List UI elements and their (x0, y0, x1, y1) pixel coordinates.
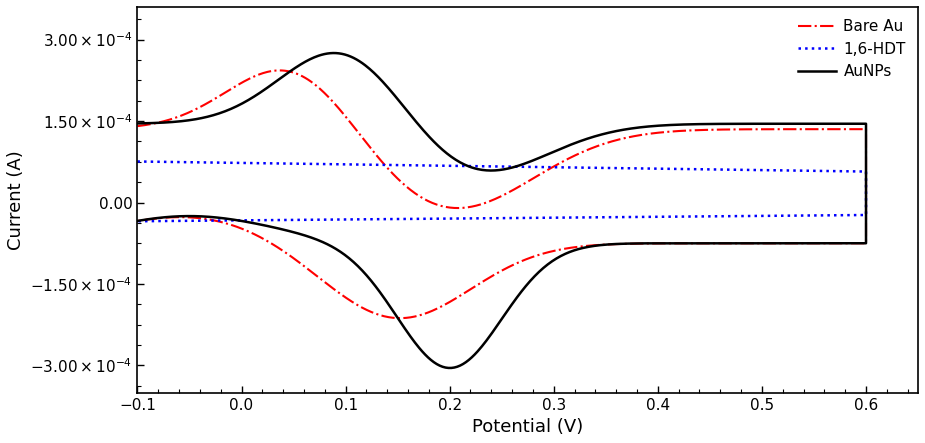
Bare Au (395, 315, 406, 321)
Bare Au (723, 127, 734, 132)
Bare Au (132, 218, 143, 224)
AuNPs (329, 51, 340, 56)
Bare Au (776, 127, 787, 132)
1,6-HDT (589, 215, 600, 220)
Bare Au (587, 243, 598, 248)
AuNPs (132, 218, 143, 224)
Line: AuNPs: AuNPs (138, 53, 866, 368)
Bare Au (426, 309, 437, 314)
AuNPs (776, 121, 787, 126)
Bare Au (132, 124, 143, 129)
Line: Bare Au: Bare Au (138, 70, 866, 318)
Line: 1,6-HDT: 1,6-HDT (138, 162, 866, 221)
AuNPs (723, 121, 734, 127)
Bare Au (282, 69, 293, 74)
1,6-HDT (453, 216, 464, 221)
1,6-HDT (281, 161, 292, 166)
1,6-HDT (132, 218, 143, 224)
AuNPs (132, 121, 143, 126)
1,6-HDT (722, 167, 733, 172)
1,6-HDT (774, 168, 785, 173)
1,6-HDT (132, 159, 143, 164)
Bare Au (274, 68, 285, 73)
Bare Au (451, 295, 462, 300)
AuNPs (281, 71, 292, 77)
AuNPs (444, 365, 455, 371)
AuNPs (587, 243, 598, 249)
Y-axis label: Current (A): Current (A) (7, 150, 25, 250)
X-axis label: Potential (V): Potential (V) (472, 418, 584, 436)
1,6-HDT (426, 216, 438, 222)
Legend: Bare Au, 1,6-HDT, AuNPs: Bare Au, 1,6-HDT, AuNPs (793, 15, 910, 84)
AuNPs (424, 356, 435, 361)
AuNPs (451, 364, 462, 369)
